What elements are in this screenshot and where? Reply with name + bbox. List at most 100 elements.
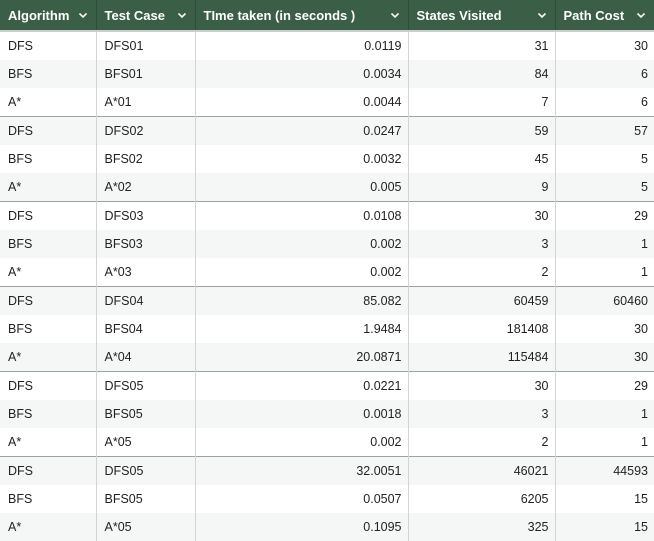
time-taken-cell: 0.002: [195, 428, 409, 457]
chevron-down-icon[interactable]: [390, 10, 400, 20]
path-cost-cell: 5: [641, 152, 648, 166]
table-row: A* A*01 0.0044 7 6: [0, 88, 654, 117]
path-cost-cell: 15: [555, 513, 654, 541]
algorithm-cell: A*: [0, 513, 97, 541]
time-taken-cell: 1.9484: [195, 315, 409, 343]
algorithm-cell: BFS: [0, 400, 97, 428]
test-case-cell: A*03: [96, 258, 196, 287]
table-row: A* A*04 20.0871 115484 30: [0, 343, 654, 372]
table-header: Algorithm Test Case TIme taken (in secon…: [0, 0, 654, 31]
algorithm-cell: DFS: [0, 371, 97, 400]
header-label: Algorithm: [8, 7, 70, 23]
table-row: BFS BFS03 0.002 3 1: [0, 230, 654, 258]
path-cost-cell: 57: [555, 116, 654, 145]
time-taken-cell: 0.005: [195, 173, 409, 202]
table-row: BFS BFS02 0.0032 45 5: [0, 145, 654, 173]
test-case-cell: DFS05: [96, 371, 196, 400]
states-visited-cell: 46021: [408, 456, 556, 485]
states-visited-cell: 3: [408, 400, 556, 428]
algorithm-cell: DFS: [0, 201, 97, 230]
path-cost-cell: 60460: [555, 286, 654, 315]
header-time-taken[interactable]: TIme taken (in seconds ): [195, 0, 409, 31]
path-cost-cell: 6: [555, 60, 654, 88]
algorithm-cell: DFS: [0, 286, 97, 315]
states-visited-cell: 2: [408, 258, 556, 287]
time-taken-cell: 85.082: [195, 286, 409, 315]
states-visited-cell: 7: [408, 88, 556, 117]
test-case-cell: BFS04: [96, 315, 196, 343]
path-cost-cell: 29: [555, 371, 654, 400]
header-row: Algorithm Test Case TIme taken (in secon…: [0, 0, 654, 31]
test-case-cell: BFS05: [96, 485, 196, 513]
states-visited-cell: 115484: [408, 343, 556, 372]
table-row: BFS BFS05 0.0018 3 1: [0, 400, 654, 428]
header-algorithm[interactable]: Algorithm: [0, 0, 97, 31]
table-row: DFS DFS04 85.082 60459 60460: [0, 286, 654, 315]
table-row: DFS DFS05 32.0051 46021 44593: [0, 456, 654, 485]
time-taken-cell: 32.0051: [195, 456, 409, 485]
time-taken-cell: 0.1095: [195, 513, 409, 541]
path-cost-cell: 15: [634, 492, 648, 506]
header-label: Path Cost: [563, 7, 625, 23]
header-path-cost[interactable]: Path Cost: [555, 0, 654, 31]
states-visited-cell: 30: [408, 201, 556, 230]
states-visited-cell: 6205: [408, 485, 556, 513]
time-taken-cell: 0.0507: [195, 485, 409, 513]
table-row: A* A*02 0.005 9 5: [0, 173, 654, 202]
table-row: DFS DFS01 0.0119 31 30: [0, 30, 654, 60]
states-visited-cell: 3: [408, 230, 556, 258]
algorithm-cell: A*: [0, 343, 97, 372]
header-label: TIme taken (in seconds ): [203, 7, 356, 23]
test-case-cell: BFS02: [96, 145, 196, 173]
chevron-down-icon[interactable]: [636, 10, 646, 20]
path-cost-cell: 29: [555, 201, 654, 230]
path-cost-cell: 5: [555, 173, 654, 202]
chevron-down-icon[interactable]: [177, 10, 187, 20]
states-visited-cell: 2: [408, 428, 556, 457]
test-case-cell: DFS01: [96, 30, 196, 60]
algorithm-cell: A*: [0, 258, 97, 287]
chevron-down-icon[interactable]: [537, 10, 547, 20]
table-row: DFS DFS02 0.0247 59 57: [0, 116, 654, 145]
path-cost-cell: 30: [555, 343, 654, 372]
path-cost-cell: 6: [641, 95, 648, 109]
test-case-cell: A*02: [96, 173, 196, 202]
test-case-cell: A*05: [96, 513, 196, 541]
test-case-cell: BFS01: [96, 60, 196, 88]
states-visited-cell: 59: [408, 116, 556, 145]
header-test-case[interactable]: Test Case: [96, 0, 196, 31]
algorithm-cell: DFS: [0, 456, 97, 485]
algorithm-cell: DFS: [0, 30, 97, 60]
test-case-cell: A*04: [96, 343, 196, 372]
states-visited-cell: 9: [408, 173, 556, 202]
states-visited-cell: 30: [408, 371, 556, 400]
table-row: DFS DFS03 0.0108 30 29: [0, 201, 654, 230]
header-states-visited[interactable]: States Visited: [408, 0, 556, 31]
header-label: Test Case: [104, 7, 165, 23]
time-taken-cell: 0.002: [195, 230, 409, 258]
chevron-down-icon[interactable]: [78, 10, 88, 20]
path-cost-cell: 44593: [555, 456, 654, 485]
time-taken-cell: 0.0247: [195, 116, 409, 145]
algorithm-cell: A*: [0, 173, 97, 202]
path-cost-cell: 30: [555, 30, 654, 60]
path-cost-cell: 1: [555, 230, 654, 258]
time-taken-cell: 0.0034: [195, 60, 409, 88]
time-taken-cell: 0.0032: [195, 145, 409, 173]
table-row: BFS BFS01 0.0034 84 6: [0, 60, 654, 88]
states-visited-cell: 325: [408, 513, 556, 541]
table-body: DFS DFS01 0.0119 31 30 BFS BFS01 0.0034 84 6 A* A*0…: [0, 30, 654, 541]
algorithm-cell: BFS: [0, 485, 97, 513]
time-taken-cell: 0.0108: [195, 201, 409, 230]
test-case-cell: DFS03: [96, 201, 196, 230]
states-visited-cell: 84: [408, 60, 556, 88]
table-row: BFS BFS05 0.0507 6205 15: [0, 485, 654, 513]
states-visited-cell: 45: [408, 145, 556, 173]
table-row: A* A*05 0.1095 325 15: [0, 513, 654, 541]
test-case-cell: A*01: [96, 88, 196, 117]
algorithm-cell: BFS: [0, 145, 97, 173]
path-cost-cell: 30: [634, 322, 648, 336]
path-cost-cell: 1: [641, 265, 648, 279]
test-case-cell: DFS02: [96, 116, 196, 145]
